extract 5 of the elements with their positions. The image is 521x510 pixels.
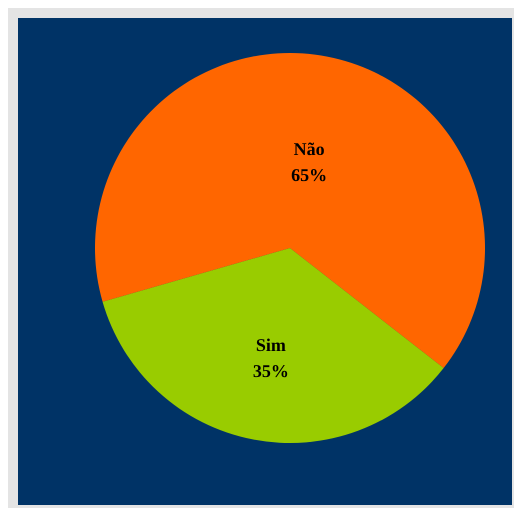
slice-label: Sim	[256, 335, 286, 356]
data-label: 65%	[291, 164, 328, 185]
slice-label: Não	[294, 138, 325, 159]
data-label: 35%	[252, 361, 289, 382]
pie-slice	[102, 248, 444, 443]
